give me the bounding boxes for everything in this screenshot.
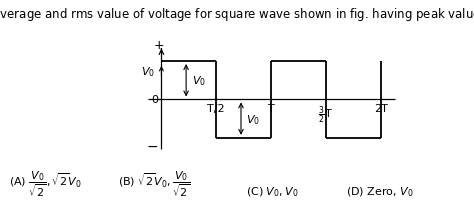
Text: $\frac{3}{2}$T: $\frac{3}{2}$T <box>319 104 334 125</box>
Text: T/2: T/2 <box>208 104 225 114</box>
Text: $V_0$: $V_0$ <box>141 64 155 78</box>
Text: +: + <box>154 39 164 52</box>
Text: The average and rms value of voltage for square wave shown in fig. having peak v: The average and rms value of voltage for… <box>0 6 474 23</box>
Text: T: T <box>268 104 274 114</box>
Text: (D) Zero, $V_0$: (D) Zero, $V_0$ <box>346 184 414 198</box>
Text: 0: 0 <box>151 95 158 105</box>
Text: (A) $\dfrac{V_0}{\sqrt{2}}, \sqrt{2}V_0$: (A) $\dfrac{V_0}{\sqrt{2}}, \sqrt{2}V_0$ <box>9 168 82 198</box>
Text: −: − <box>146 139 158 153</box>
Text: (C) $V_0, V_0$: (C) $V_0, V_0$ <box>246 184 299 198</box>
Text: (B) $\sqrt{2}V_0, \dfrac{V_0}{\sqrt{2}}$: (B) $\sqrt{2}V_0, \dfrac{V_0}{\sqrt{2}}$ <box>118 168 191 198</box>
Text: $V_0$: $V_0$ <box>191 74 206 88</box>
Text: 2T: 2T <box>374 104 388 114</box>
Text: $V_0$: $V_0$ <box>246 112 261 126</box>
